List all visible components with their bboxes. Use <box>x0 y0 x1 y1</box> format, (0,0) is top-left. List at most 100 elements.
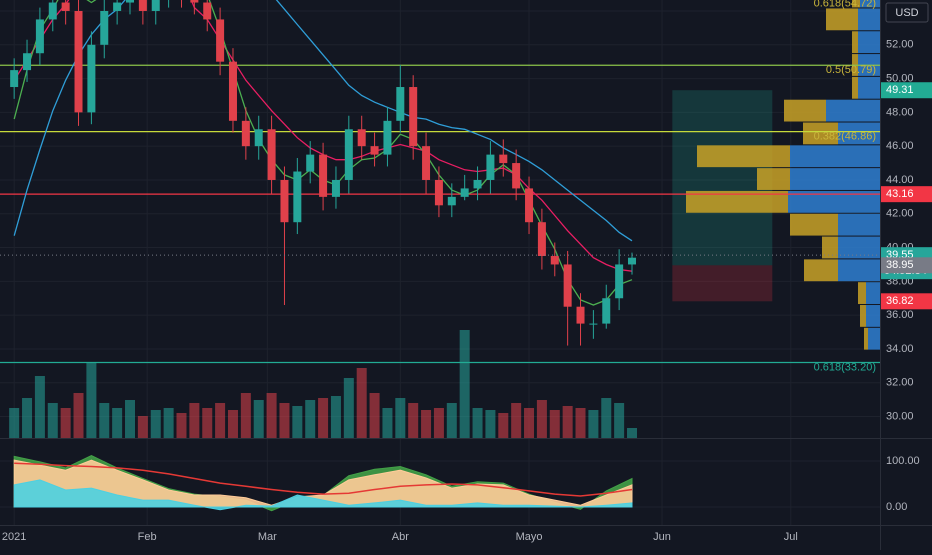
price-label-box <box>881 293 932 310</box>
volume-bar <box>99 403 110 438</box>
volume-bar <box>137 416 148 438</box>
candle-body <box>447 196 456 206</box>
candle-body <box>113 2 122 11</box>
candle-body <box>126 0 135 3</box>
profile-up <box>784 99 826 122</box>
osc-tick-label: 0.00 <box>886 501 907 513</box>
volume-bar <box>395 398 406 438</box>
candle-body <box>190 0 199 3</box>
volume-bar <box>253 400 264 438</box>
candle-body <box>319 154 328 197</box>
profile-down <box>838 259 880 282</box>
candle-body <box>525 188 534 223</box>
volume-bar <box>575 408 586 438</box>
volume-bar <box>202 408 213 438</box>
volume-bar <box>34 376 45 438</box>
axes: 30.0032.0034.0036.0038.0040.0042.0044.00… <box>2 5 932 543</box>
profile-up <box>858 282 866 305</box>
osc-low <box>13 479 633 511</box>
volume-bar <box>240 393 251 438</box>
candle-body <box>280 179 289 223</box>
volume-bar <box>9 408 20 438</box>
volume-bar <box>189 403 200 438</box>
volume-bar <box>614 403 625 438</box>
profile-up <box>804 259 838 282</box>
profile-down <box>866 305 880 327</box>
profile-down <box>838 236 880 259</box>
volume-bar <box>60 408 71 438</box>
y-tick-label: 36.00 <box>886 309 914 321</box>
volume-bar <box>433 408 444 438</box>
candle-body <box>370 146 379 155</box>
volume-bar <box>176 413 187 438</box>
price-label-box <box>881 82 932 99</box>
candle-body <box>499 154 508 164</box>
profile-down <box>860 0 880 8</box>
volume-bar <box>485 410 496 438</box>
x-tick-label: Jun <box>653 531 671 543</box>
profile-up <box>826 8 858 31</box>
volume-bar <box>330 396 341 438</box>
price-label: 49.31 <box>886 84 914 96</box>
fib-label: 0.618(33.20) <box>814 361 876 373</box>
currency-box[interactable] <box>885 2 929 23</box>
y-tick-label: 50.00 <box>886 72 914 84</box>
volume-bar <box>627 428 638 438</box>
volume-bar <box>305 400 316 438</box>
osc-tick-label: 100.00 <box>886 455 920 467</box>
volume-bar <box>266 393 277 438</box>
volume-bar <box>511 403 522 438</box>
profile-up <box>790 213 838 236</box>
candle-body <box>87 44 96 113</box>
volume-bar <box>292 406 303 438</box>
profile-down <box>858 31 880 54</box>
profile-down <box>858 76 880 99</box>
profile-up <box>757 168 790 190</box>
candle-body <box>228 61 237 121</box>
candle-body <box>434 179 443 206</box>
x-tick-label: Mar <box>258 531 277 543</box>
candle-body <box>615 264 624 299</box>
position-target <box>672 90 773 266</box>
price-pane: 0.618(54.72) 0.5(50.79) 0.382(46.86) 0.618(… <box>0 0 880 438</box>
candle-body <box>138 0 147 11</box>
candle-body <box>589 323 598 325</box>
profile-up <box>864 327 868 350</box>
candle-body <box>35 19 44 54</box>
price-label: 38.95 <box>886 259 914 271</box>
volume-bar <box>382 408 393 438</box>
candle-body <box>383 120 392 155</box>
profile-up <box>822 236 838 259</box>
candle-body <box>422 146 431 180</box>
candle-body <box>74 10 83 113</box>
profile-up <box>852 76 858 99</box>
volume-bar <box>562 406 573 438</box>
y-tick-label: 46.00 <box>886 140 914 152</box>
profile-down <box>838 213 880 236</box>
fib-label: 0.5(50.79) <box>826 64 876 76</box>
volume-bar <box>163 408 174 438</box>
candle-body <box>267 129 276 180</box>
profile-up <box>852 0 860 8</box>
volume-bar <box>86 363 97 438</box>
candle-body <box>602 298 611 324</box>
profile-down <box>826 99 880 122</box>
volume-bar <box>524 408 535 438</box>
volume-bar <box>408 403 419 438</box>
y-tick-label: 34.00 <box>886 343 914 355</box>
y-tick-label: 44.00 <box>886 174 914 186</box>
candle-body <box>306 154 315 172</box>
candle-body <box>486 154 495 180</box>
fib-label: 0.382(46.86) <box>814 131 876 143</box>
candle-body <box>460 188 469 197</box>
volume-bar <box>536 400 547 438</box>
candle-body <box>473 179 482 189</box>
volume-bar <box>279 403 290 438</box>
candle-body <box>10 70 19 88</box>
volume-bar <box>459 330 470 438</box>
candle-body <box>203 2 212 20</box>
y-tick-label: 32.00 <box>886 377 914 389</box>
x-tick-label: Feb <box>138 531 157 543</box>
volume-bar <box>472 408 483 438</box>
